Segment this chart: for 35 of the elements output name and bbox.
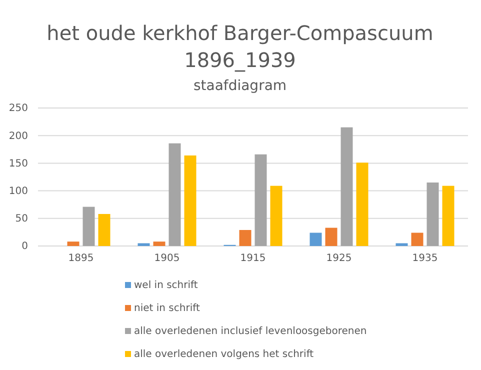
legend-label: niet in schrift: [134, 303, 200, 314]
bar: [82, 206, 95, 246]
bar: [184, 155, 196, 246]
y-tick-label: 100: [8, 186, 28, 197]
y-tick-label: 200: [8, 130, 28, 142]
bar: [396, 243, 408, 246]
bar: [426, 182, 439, 246]
bar: [356, 162, 368, 246]
bar: [67, 242, 80, 246]
bar: [239, 230, 252, 246]
bar: [340, 127, 353, 246]
x-tick-label: 1895: [68, 253, 94, 264]
bar: [254, 154, 267, 246]
bar: [411, 232, 424, 246]
x-tick-label: 1905: [154, 253, 180, 264]
bar: [168, 143, 181, 246]
bar: [98, 214, 110, 246]
chart-subtitle: staafdiagram: [193, 78, 287, 94]
legend-label: alle overledenen inclusief levenloosgeborenen: [134, 326, 367, 337]
bar: [138, 243, 150, 246]
x-tick-label: 1935: [412, 253, 438, 264]
legend-label: wel in schrift: [134, 280, 198, 291]
y-tick-label: 250: [8, 103, 28, 114]
bar: [442, 186, 454, 246]
bar: [270, 186, 282, 246]
y-tick-label: 50: [15, 214, 28, 225]
x-tick-label: 1925: [326, 253, 352, 264]
x-tick-label: 1915: [240, 253, 266, 264]
bar: [325, 228, 338, 246]
chart-title: het oude kerkhof Barger-Compascuum 1896_1939: [46, 21, 434, 72]
y-tick-label: 150: [8, 158, 28, 170]
bar: [310, 232, 322, 246]
bar: [153, 242, 166, 246]
y-tick-label: 0: [22, 241, 28, 252]
legend-label: alle overledenen volgens het schrift: [134, 349, 314, 360]
